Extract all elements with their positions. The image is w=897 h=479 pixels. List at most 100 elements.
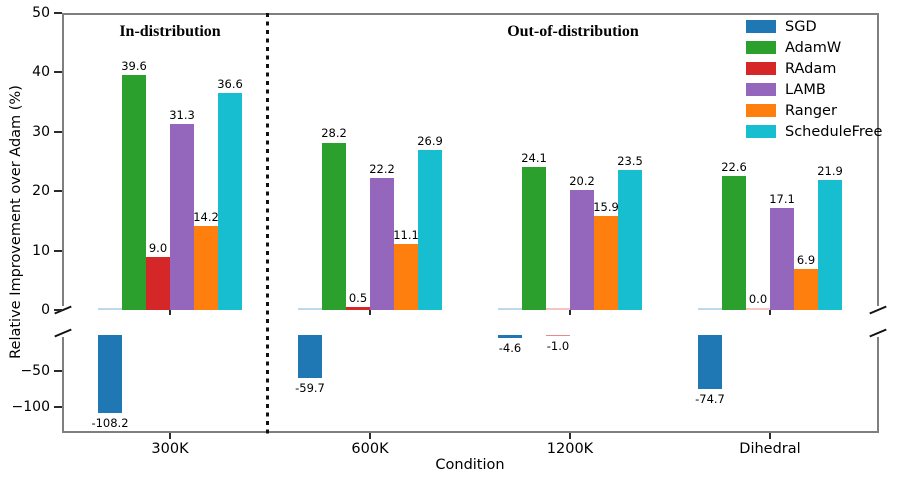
bar-sgd-300k	[98, 335, 122, 413]
section-title-in-distribution: In-distribution	[119, 23, 221, 40]
x-tick-label: Dihedral	[739, 441, 801, 457]
y-tick-label: 0	[41, 302, 50, 318]
legend-swatch	[746, 19, 776, 34]
y-tick-mark	[54, 12, 62, 14]
bar-sgd-1200k-label: -4.6	[498, 341, 522, 356]
y-tick-label: −100	[11, 399, 50, 415]
y-tick-mark	[54, 370, 62, 372]
y-tick-label: 10	[32, 242, 50, 259]
bar-adamw-dihedral	[722, 175, 746, 310]
bar-lamb-dihedral-label: 17.1	[769, 192, 795, 207]
top-spine	[62, 13, 879, 15]
bar-lamb-1200k-label: 20.2	[569, 174, 595, 188]
bar-ranger-300k-label: 14.2	[193, 209, 219, 224]
legend-item: AdamW	[746, 37, 882, 58]
bar-adamw-dihedral-label: 22.6	[721, 159, 747, 174]
legend-item: LAMB	[746, 79, 882, 100]
bar-schedulefree-dihedral	[818, 179, 842, 310]
bar-adamw-1200k-label: 24.1	[521, 150, 547, 165]
bar-radam-300k-label: 9.0	[148, 240, 168, 255]
x-tick-mark	[769, 433, 771, 439]
legend-swatch	[746, 40, 776, 55]
bar-ranger-300k	[194, 225, 218, 310]
bar-radam-600k-label: 0.5	[348, 291, 368, 306]
bar-sgd-600k	[298, 335, 322, 378]
bar-sgd-600k-label: -59.7	[295, 380, 325, 395]
left-spine-lower	[62, 337, 64, 433]
legend-swatch	[746, 124, 776, 139]
bar-schedulefree-1200k-label: 23.5	[617, 154, 643, 169]
category-divider-line	[266, 13, 269, 434]
legend-swatch	[746, 61, 776, 76]
bar-sgd-dihedral-label: -74.7	[695, 391, 725, 406]
legend: SGD AdamW RAdam LAMB Ranger ScheduleFree	[746, 16, 882, 142]
legend-label: LAMB	[785, 81, 826, 98]
bar-sgd-dihedral-clipped	[698, 308, 722, 310]
legend-label: ScheduleFree	[785, 123, 883, 140]
left-spine-upper	[62, 13, 64, 306]
x-tick-mark-upper	[569, 310, 571, 315]
legend-item: SGD	[746, 16, 882, 37]
right-spine-upper	[877, 13, 879, 306]
y-tick-label: 50	[32, 5, 50, 21]
bar-sgd-dihedral	[698, 335, 722, 389]
bar-lamb-1200k	[570, 190, 594, 310]
bar-adamw-300k-label: 39.6	[121, 58, 147, 73]
legend-label: Ranger	[785, 102, 837, 119]
bar-adamw-600k-label: 28.2	[321, 126, 347, 141]
y-tick-mark	[54, 309, 62, 311]
bar-ranger-600k	[394, 244, 418, 310]
legend-label: RAdam	[785, 60, 837, 77]
bar-lamb-600k-label: 22.2	[369, 162, 395, 177]
x-tick-mark-upper	[369, 310, 371, 315]
legend-swatch	[746, 82, 776, 97]
bar-sgd-300k-clipped	[98, 308, 122, 310]
legend-swatch	[746, 103, 776, 118]
bar-radam-300k	[146, 256, 170, 310]
x-tick-mark	[369, 433, 371, 439]
bar-schedulefree-600k	[418, 150, 442, 310]
bar-schedulefree-300k	[218, 92, 242, 310]
section-title-out-of-distribution: Out-of-distribution	[507, 23, 639, 40]
y-tick-label: −50	[20, 363, 50, 379]
bar-ranger-dihedral	[794, 269, 818, 310]
bar-radam-1200k-clipped	[546, 308, 570, 310]
y-tick-label: 30	[32, 123, 50, 140]
x-tick-label: 1200K	[546, 441, 594, 457]
bar-lamb-300k-label: 31.3	[169, 108, 195, 123]
x-axis-label: Condition	[435, 457, 505, 473]
x-tick-mark	[569, 433, 571, 439]
bar-lamb-600k	[370, 178, 394, 310]
x-tick-label: 600K	[351, 441, 389, 457]
bar-schedulefree-300k-label: 36.6	[217, 76, 243, 91]
bar-sgd-300k-label: -108.2	[91, 415, 129, 430]
y-tick-mark	[54, 190, 62, 193]
y-tick-label: 20	[32, 183, 50, 200]
legend-item: Ranger	[746, 100, 882, 121]
y-axis-label: Relative Improvement over Adam (%)	[8, 85, 24, 359]
y-tick-mark	[54, 249, 62, 252]
bar-radam-600k	[346, 307, 370, 310]
bottom-spine	[62, 431, 879, 433]
legend-item: RAdam	[746, 58, 882, 79]
bar-ranger-1200k-label: 15.9	[593, 199, 619, 214]
upper-axis-panel: 39.6 28.2 24.1 22.6 9.0 0.5 0.0 31.3 22.2 20.2 17.…	[62, 13, 877, 310]
bar-schedulefree-dihedral-label: 21.9	[817, 163, 843, 178]
legend-label: SGD	[785, 18, 817, 35]
bar-radam-1200k	[546, 335, 570, 337]
bar-ranger-1200k	[594, 215, 618, 310]
bar-radam-1200k-label: -1.0	[546, 339, 570, 354]
bar-sgd-600k-clipped	[298, 308, 322, 310]
bar-lamb-dihedral	[770, 208, 794, 310]
bar-adamw-300k	[122, 74, 146, 310]
y-tick-mark	[54, 130, 62, 133]
bar-sgd-1200k-clipped	[498, 308, 522, 310]
bar-lamb-300k	[170, 124, 194, 310]
x-tick-mark-upper	[169, 310, 171, 315]
bar-schedulefree-600k-label: 26.9	[417, 134, 443, 149]
x-tick-mark	[169, 433, 171, 439]
y-tick-mark	[54, 71, 62, 74]
bar-radam-dihedral-label: 0.0	[748, 292, 768, 306]
lower-axis-panel: -108.2 -59.7 -4.6 -74.7 -1.0	[62, 333, 877, 433]
